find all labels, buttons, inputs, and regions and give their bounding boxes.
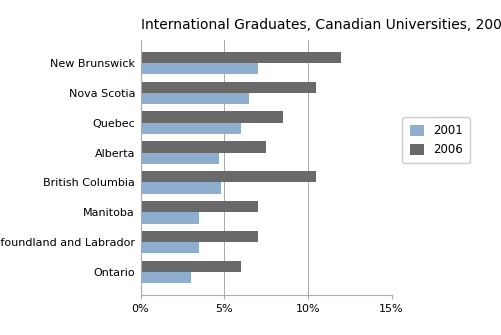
- Bar: [140, 112, 282, 123]
- Bar: [140, 201, 257, 212]
- Bar: [140, 171, 316, 183]
- Bar: [140, 63, 257, 74]
- Bar: [140, 123, 240, 134]
- Text: International Graduates, Canadian Universities, 2001 & 2006: International Graduates, Canadian Univer…: [140, 18, 501, 32]
- Bar: [140, 93, 249, 104]
- Bar: [140, 183, 220, 194]
- Legend: 2001, 2006: 2001, 2006: [402, 117, 469, 163]
- Bar: [140, 52, 341, 63]
- Bar: [140, 152, 219, 164]
- Bar: [140, 272, 190, 283]
- Bar: [140, 141, 266, 152]
- Bar: [140, 242, 199, 253]
- Bar: [140, 212, 199, 223]
- Bar: [140, 231, 257, 242]
- Bar: [140, 82, 316, 93]
- Bar: [140, 261, 240, 272]
